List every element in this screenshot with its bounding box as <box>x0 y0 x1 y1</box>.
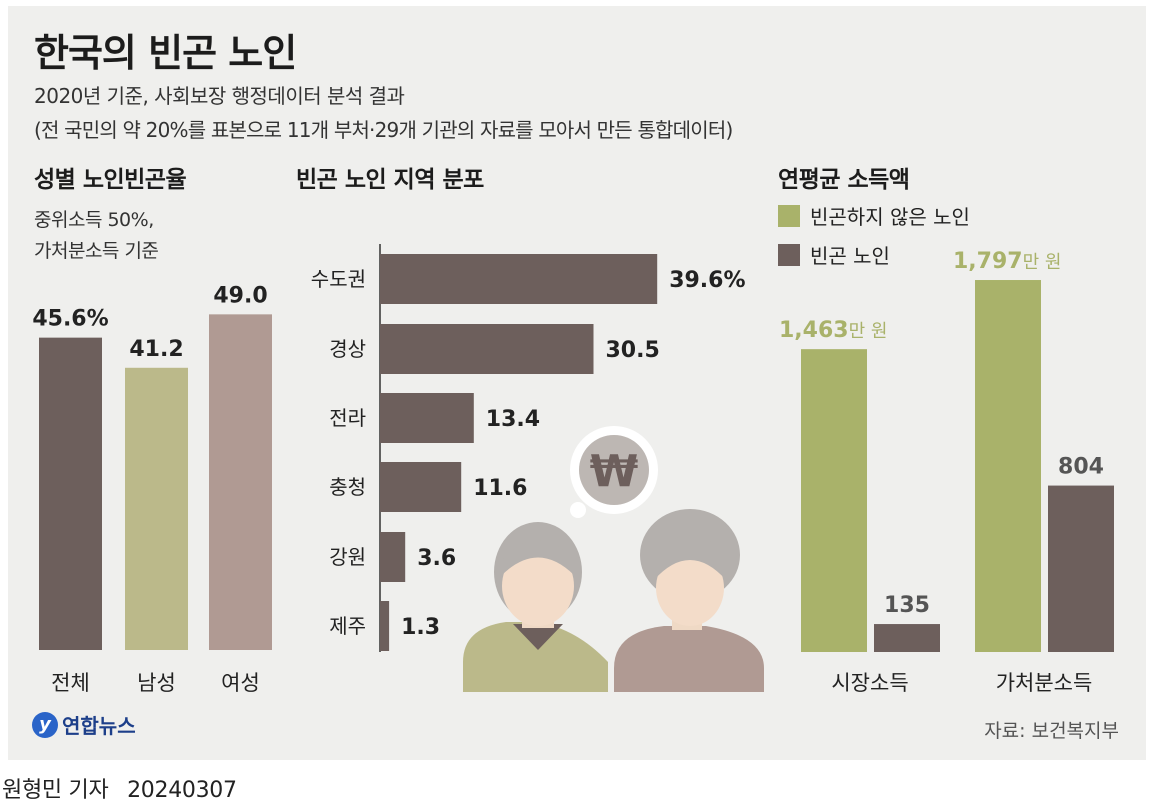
gender-chart-title: 성별 노인빈곤율 <box>34 167 187 193</box>
region-bar <box>380 601 390 651</box>
region-value-label: 11.6 <box>473 476 527 501</box>
income-value-number: 804 <box>1058 455 1104 480</box>
region-value-label: 39.6% <box>669 268 745 293</box>
region-category-label: 수도권 <box>311 267 366 291</box>
won-coin-icon <box>579 435 649 505</box>
byline: 원형민 기자 20240307 <box>2 772 249 804</box>
legend-swatch-nonpoor <box>778 205 800 227</box>
region-category-label: 충청 <box>329 475 366 499</box>
income-value-number: 135 <box>884 593 930 618</box>
man-face-icon <box>502 546 574 626</box>
man-body-icon <box>463 622 608 692</box>
region-category-label: 전라 <box>329 406 366 430</box>
income-value-label: 1,797만 원 <box>953 249 1061 274</box>
income-bar-poor <box>874 624 940 652</box>
region-chart-title: 빈곤 노인 지역 분포 <box>296 167 484 193</box>
byline-author: 원형민 기자 <box>2 778 109 803</box>
gender-category-label: 남성 <box>137 671 176 695</box>
legend-label-poor: 빈곤 노인 <box>810 244 890 268</box>
gender-bar <box>125 367 188 650</box>
source-note: 자료: 보건복지부 <box>984 720 1119 742</box>
region-bar <box>380 532 406 582</box>
man-collar-icon <box>513 624 563 650</box>
income-bar-nonpoor <box>801 349 867 652</box>
yonhap-logo: y 연합뉴스 <box>32 710 136 739</box>
gender-category-label: 여성 <box>221 671 260 695</box>
region-bar <box>380 254 658 304</box>
gender-value-label: 49.0 <box>213 283 267 308</box>
byline-date: 20240307 <box>127 778 237 803</box>
won-sign: ₩ <box>590 446 639 497</box>
gender-chart-note: 가처분소득 기준 <box>34 240 159 262</box>
income-bar-nonpoor <box>975 280 1041 652</box>
subtitle: 2020년 기준, 사회보장 행정데이터 분석 결과 <box>34 84 405 108</box>
income-chart-title: 연평균 소득액 <box>778 167 910 193</box>
yonhap-logo-icon: y <box>32 711 58 738</box>
region-value-label: 3.6 <box>417 546 456 571</box>
gender-chart-note: 중위소득 50%, <box>34 209 154 231</box>
infographic-panel <box>8 6 1146 760</box>
region-category-label: 경상 <box>329 337 366 361</box>
gender-poverty-chart: 45.6% 전체 41.2 남성 49.0 여성 <box>32 283 272 695</box>
region-category-label: 강원 <box>329 545 366 569</box>
income-category-label: 가처분소득 <box>996 671 1093 695</box>
gender-value-label: 41.2 <box>129 337 183 362</box>
man-hairline-icon <box>502 540 574 575</box>
legend-swatch-poor <box>778 244 800 266</box>
income-category-label: 시장소득 <box>831 671 908 695</box>
region-value-label: 1.3 <box>401 615 440 640</box>
income-value-unit: 만 원 <box>1023 252 1062 273</box>
region-value-label: 30.5 <box>606 338 660 363</box>
thought-bubble-small <box>570 502 586 518</box>
income-value-label: 1,463만 원 <box>779 318 887 343</box>
gender-bar <box>39 337 102 650</box>
page-title: 한국의 빈곤 노인 <box>34 31 297 75</box>
region-distribution-chart: 39.6% 수도권 30.5 경상 13.4 전라 11.6 충청 3.6 강원 1.3 제주 <box>311 244 746 652</box>
legend-label-nonpoor: 빈곤하지 않은 노인 <box>810 205 970 229</box>
income-value-number: 1,463 <box>779 318 849 343</box>
income-value-label: 804 <box>1058 455 1104 480</box>
gender-bar <box>209 314 272 650</box>
region-bar <box>380 462 462 512</box>
yonhap-logo-text: 연합뉴스 <box>62 714 136 738</box>
region-category-label: 제주 <box>329 614 366 638</box>
subtitle-note: (전 국민의 약 20%를 표본으로 11개 부처·29개 기관의 자료를 모아… <box>34 118 733 142</box>
income-value-number: 1,797 <box>953 249 1023 274</box>
gender-category-label: 전체 <box>51 671 90 695</box>
region-bar <box>380 324 594 374</box>
income-value-unit: 만 원 <box>849 321 888 342</box>
woman-body-icon <box>614 626 764 692</box>
elderly-couple-illustration: ₩ <box>463 426 764 692</box>
region-value-label: 13.4 <box>486 407 540 432</box>
gender-value-label: 45.6% <box>32 307 108 332</box>
income-value-label: 135 <box>884 593 930 618</box>
income-bar-poor <box>1048 485 1114 652</box>
region-bar <box>380 393 474 443</box>
woman-face-icon <box>656 550 724 626</box>
woman-hairline-icon <box>654 535 726 580</box>
